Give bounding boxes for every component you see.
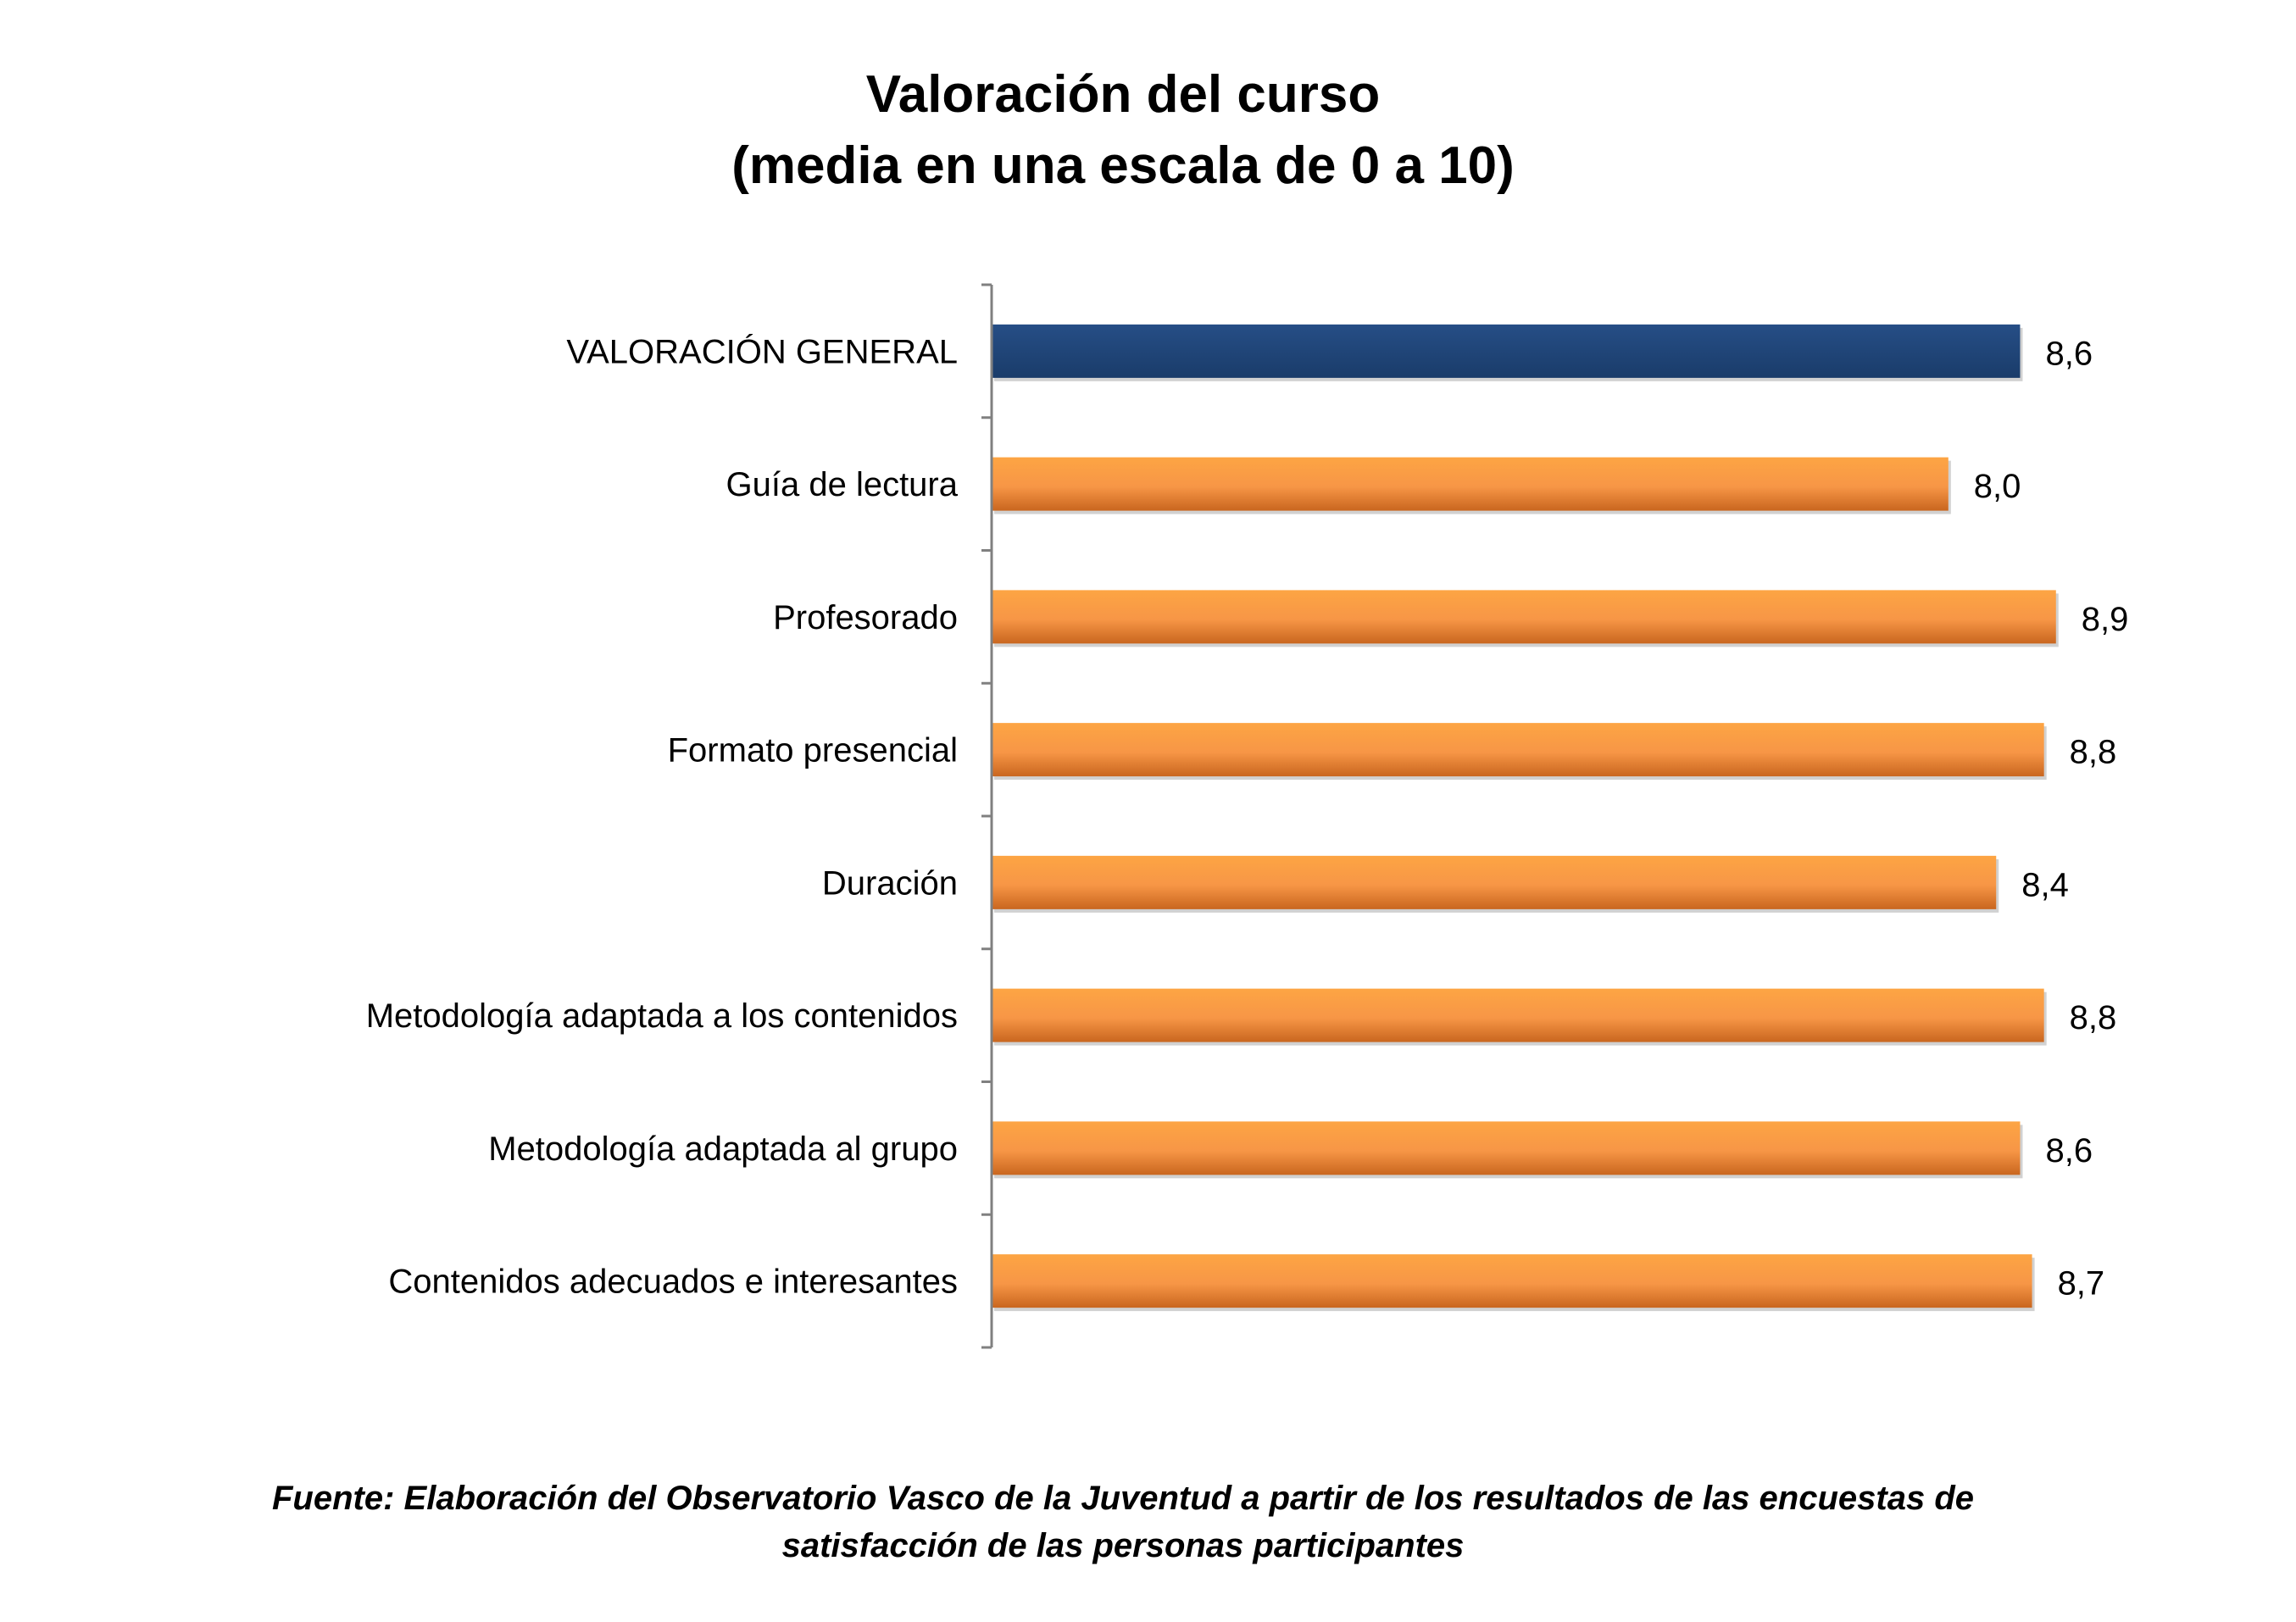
category-label: Metodología adaptada al grupo xyxy=(488,1130,958,1168)
value-label: 8,9 xyxy=(2082,601,2129,638)
bar-1 xyxy=(992,324,2021,378)
category-label: Profesorado xyxy=(773,599,958,636)
bar-3 xyxy=(992,590,2056,644)
value-label: 8,7 xyxy=(2058,1265,2105,1303)
bar-7 xyxy=(992,1121,2021,1175)
chart-title: Valoración del curso xyxy=(865,65,1381,124)
value-label: 8,6 xyxy=(2045,335,2093,372)
chart-title-block: Valoración del curso (media en una escal… xyxy=(0,59,2246,202)
category-label: Contenidos adecuados e interesantes xyxy=(388,1264,958,1301)
category-label: Formato presencial xyxy=(668,732,958,769)
bar-8 xyxy=(992,1254,2032,1308)
value-label: 8,4 xyxy=(2021,866,2069,903)
value-label: 8,6 xyxy=(2045,1132,2093,1169)
source-note: Fuente: Elaboración del Observatorio Vas… xyxy=(212,1475,2034,1569)
category-label: Metodología adaptada a los contenidos xyxy=(366,997,958,1035)
category-label: Guía de lectura xyxy=(726,466,959,503)
bar-6 xyxy=(992,988,2044,1042)
category-label: Duración xyxy=(822,864,958,902)
bar-4 xyxy=(992,723,2044,777)
category-label: VALORACIÓN GENERAL xyxy=(566,332,958,370)
bar-5 xyxy=(992,855,1997,909)
source-line-2: satisfacción de las personas participant… xyxy=(781,1527,1465,1564)
value-label: 8,8 xyxy=(2070,999,2117,1036)
source-line-1: Fuente: Elaboración del Observatorio Vas… xyxy=(271,1480,1975,1517)
value-label: 8,0 xyxy=(1974,468,2021,505)
chart-subtitle: (media en una escala de 0 a 10) xyxy=(731,136,1515,195)
bar-chart: VALORACIÓN GENERAL 8,6 Guía de lectura 8,0 P… xyxy=(366,283,2129,1349)
bar-2 xyxy=(992,457,1949,511)
value-label: 8,8 xyxy=(2070,734,2117,771)
